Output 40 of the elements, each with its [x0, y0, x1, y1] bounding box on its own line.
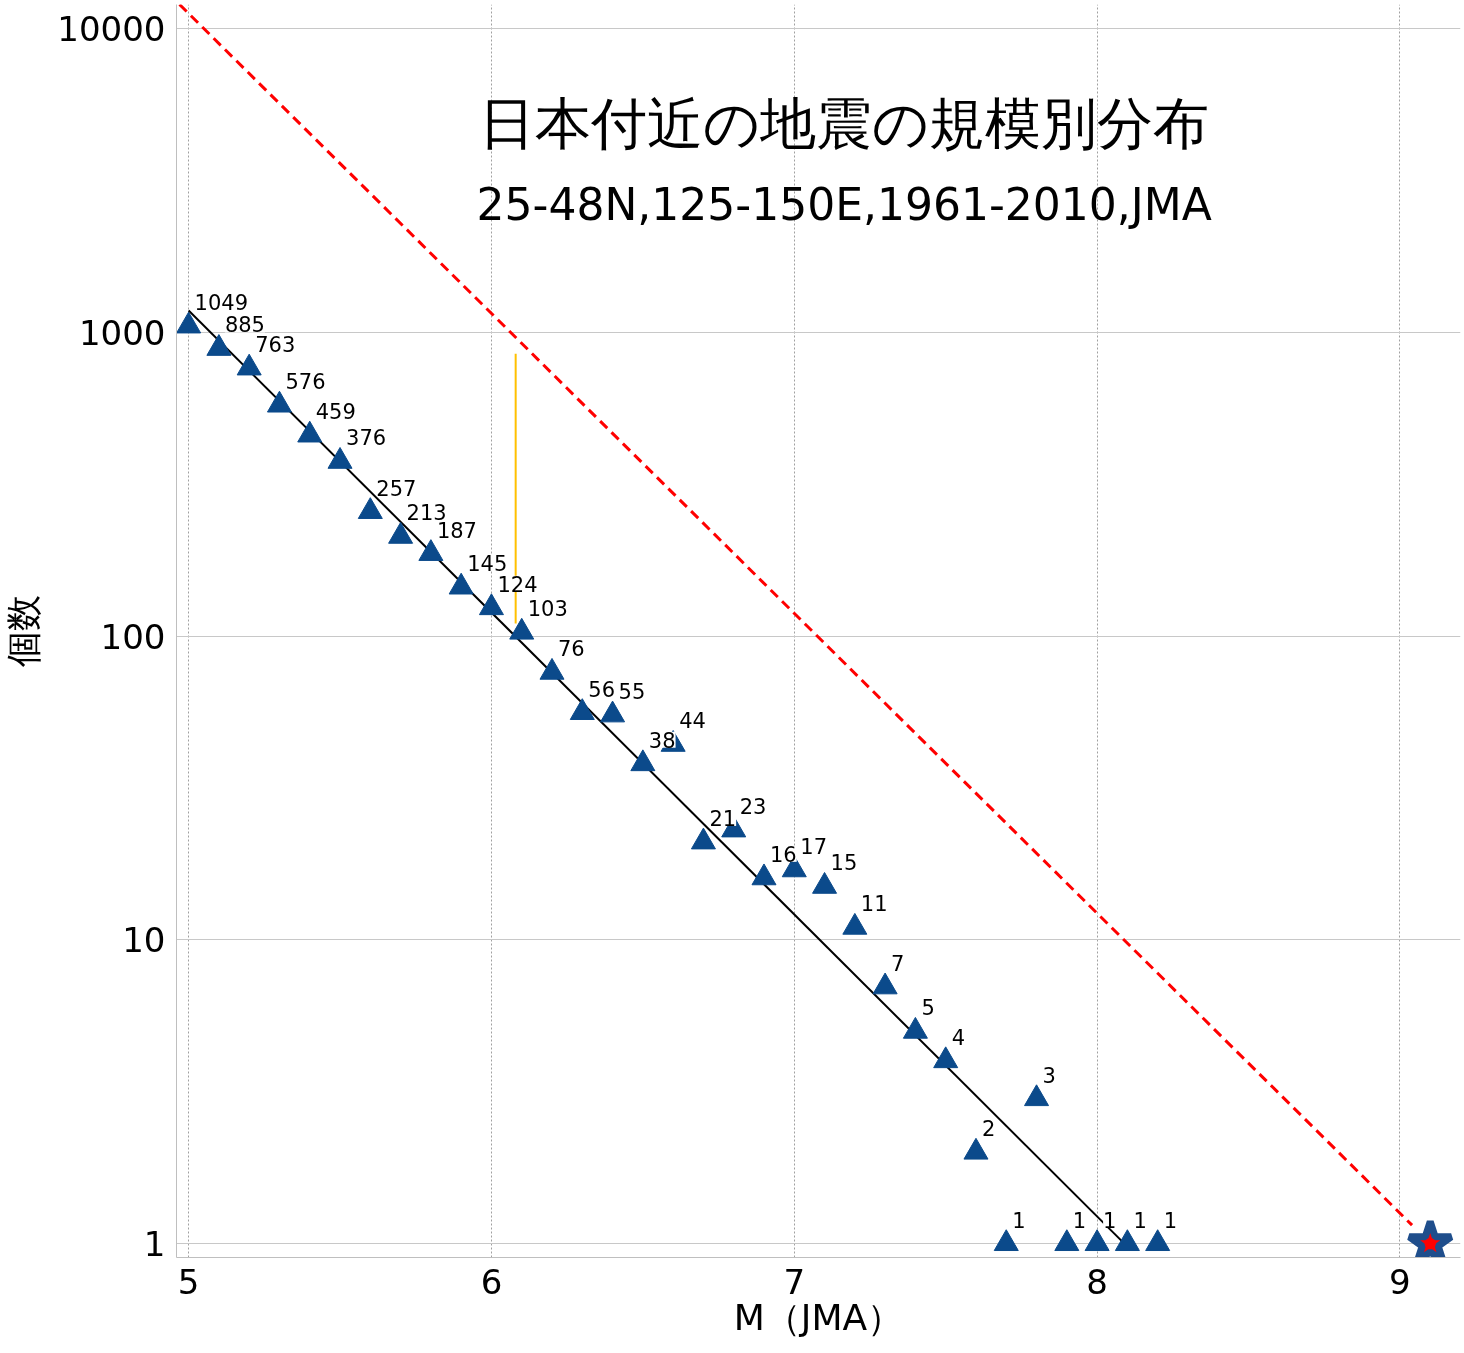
data-label: 38 [648, 728, 676, 753]
data-label: 7 [891, 951, 905, 976]
data-label: 576 [285, 370, 326, 395]
data-label: 17 [800, 834, 828, 859]
data-label: 1 [1103, 1208, 1117, 1233]
data-label: 1 [1072, 1208, 1087, 1233]
x-tick-label: 8 [1086, 1261, 1108, 1302]
y-tick-label: 1000 [78, 312, 166, 353]
data-label: 11 [860, 892, 888, 917]
data-label: 44 [679, 709, 706, 734]
data-label: 55 [618, 679, 646, 704]
y-tick-label: 10 [122, 920, 166, 961]
y-axis-title: 個数 [3, 595, 45, 667]
data-label: 103 [527, 597, 568, 622]
data-label: 56 [588, 677, 616, 702]
x-tick-label: 9 [1389, 1261, 1411, 1302]
data-label: 1 [1133, 1208, 1147, 1233]
data-label: 376 [346, 426, 387, 451]
text: 25-48N,125-150E,1961-2010,JMA [476, 179, 1212, 231]
y-tick-label: 100 [100, 616, 166, 657]
x-tick-label: 5 [177, 1261, 200, 1302]
data-label: 1 [1012, 1208, 1026, 1233]
data-label: 1 [1163, 1208, 1178, 1233]
data-label: 15 [830, 851, 858, 876]
data-label: 21 [709, 806, 737, 831]
data-label: 2 [981, 1117, 996, 1142]
text: 日本付近の地震の規模別分布 [479, 91, 1210, 157]
data-label: 257 [376, 476, 417, 501]
data-label: 763 [255, 333, 296, 357]
data-label: 1049 [194, 291, 249, 315]
x-tick-label: 6 [480, 1261, 503, 1302]
data-label: 459 [315, 400, 356, 425]
data-label: 16 [769, 842, 797, 867]
data-label: 23 [739, 794, 767, 819]
data-label: 5 [921, 996, 935, 1021]
y-tick-label: 10000 [57, 9, 166, 50]
data-label: 76 [558, 637, 585, 662]
data-label: 4 [951, 1025, 966, 1050]
y-tick-label: 1 [143, 1224, 166, 1265]
data-label: 3 [1042, 1063, 1056, 1088]
